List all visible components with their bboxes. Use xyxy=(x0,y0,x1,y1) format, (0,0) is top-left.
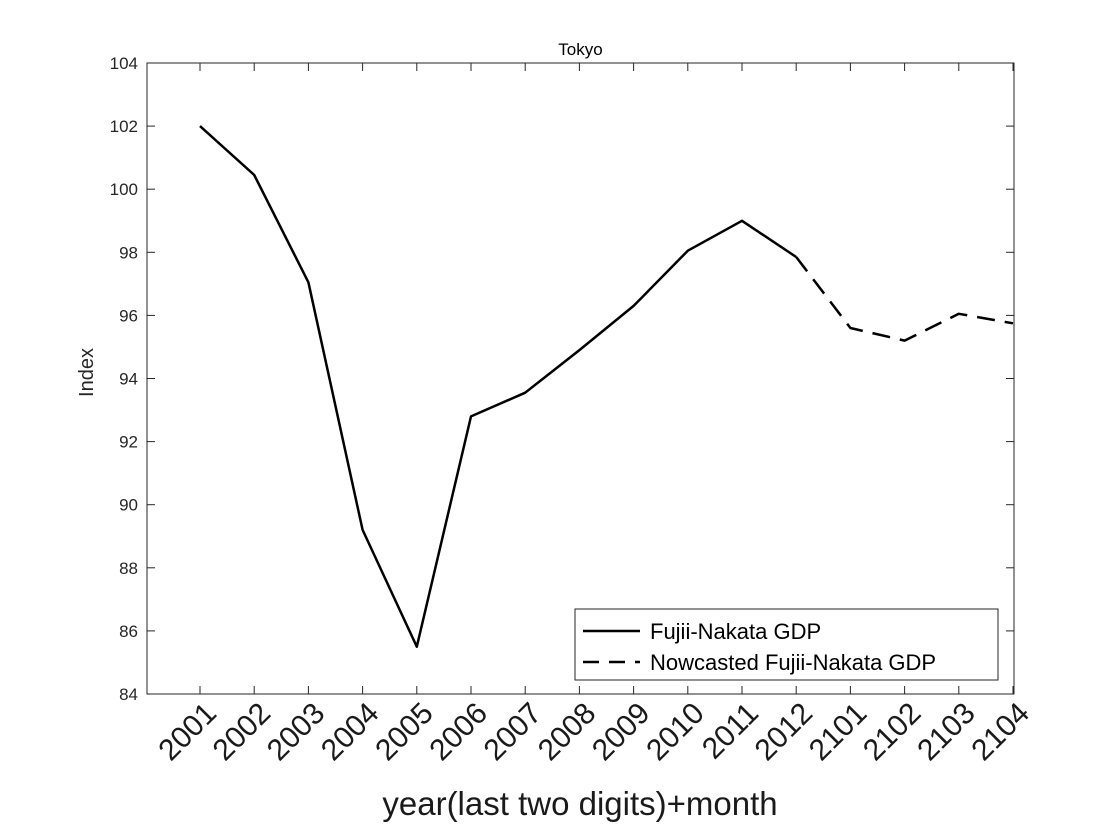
y-tick-label: 88 xyxy=(119,559,138,578)
x-tick-label: 2009 xyxy=(586,697,657,768)
y-tick-label: 90 xyxy=(119,496,138,515)
legend: Fujii-Nakata GDP Nowcasted Fujii-Nakata … xyxy=(574,608,999,681)
y-tick-label: 102 xyxy=(110,117,138,136)
y-tick-label: 96 xyxy=(119,306,138,325)
x-tick-label: 2103 xyxy=(911,697,982,768)
x-tick-label: 2003 xyxy=(261,697,332,768)
legend-entry-fujii-nakata: Fujii-Nakata GDP xyxy=(650,619,821,644)
y-tick-label: 86 xyxy=(119,622,138,641)
x-tick-label: 2002 xyxy=(207,697,278,768)
y-tick-label: 100 xyxy=(110,180,138,199)
x-tick-label: 2010 xyxy=(640,697,711,768)
series-line-nowcasted xyxy=(795,256,1014,342)
x-tick-label: 2011 xyxy=(696,697,765,766)
y-tick-label: 92 xyxy=(119,433,138,452)
legend-entry-nowcasted: Nowcasted Fujii-Nakata GDP xyxy=(650,650,936,675)
x-tick-label: 2005 xyxy=(369,697,440,768)
x-tick-label: 2007 xyxy=(478,697,549,768)
x-tick-label: 2104 xyxy=(965,697,1036,768)
x-tick-label: 2102 xyxy=(857,697,928,768)
y-tick-label: 94 xyxy=(119,370,138,389)
y-tick-label: 104 xyxy=(110,54,138,73)
x-tick-label: 2101 xyxy=(803,697,874,768)
chart-title: Tokyo xyxy=(558,40,602,59)
y-axis-label: Index xyxy=(76,348,98,397)
x-axis-label: year(last two digits)+month xyxy=(382,785,777,822)
y-tick-label: 98 xyxy=(119,243,138,262)
x-tick-label: 2006 xyxy=(423,697,494,768)
x-tick-label: 2004 xyxy=(315,697,386,768)
x-tick-label: 2008 xyxy=(532,697,603,768)
y-tick-label: 84 xyxy=(119,685,138,704)
plot-area xyxy=(146,62,1015,695)
series-line-fujii-nakata xyxy=(199,125,797,648)
x-tick-label: 2012 xyxy=(749,697,820,768)
x-tick-label: 2001 xyxy=(152,697,223,768)
legend-box xyxy=(574,608,999,681)
